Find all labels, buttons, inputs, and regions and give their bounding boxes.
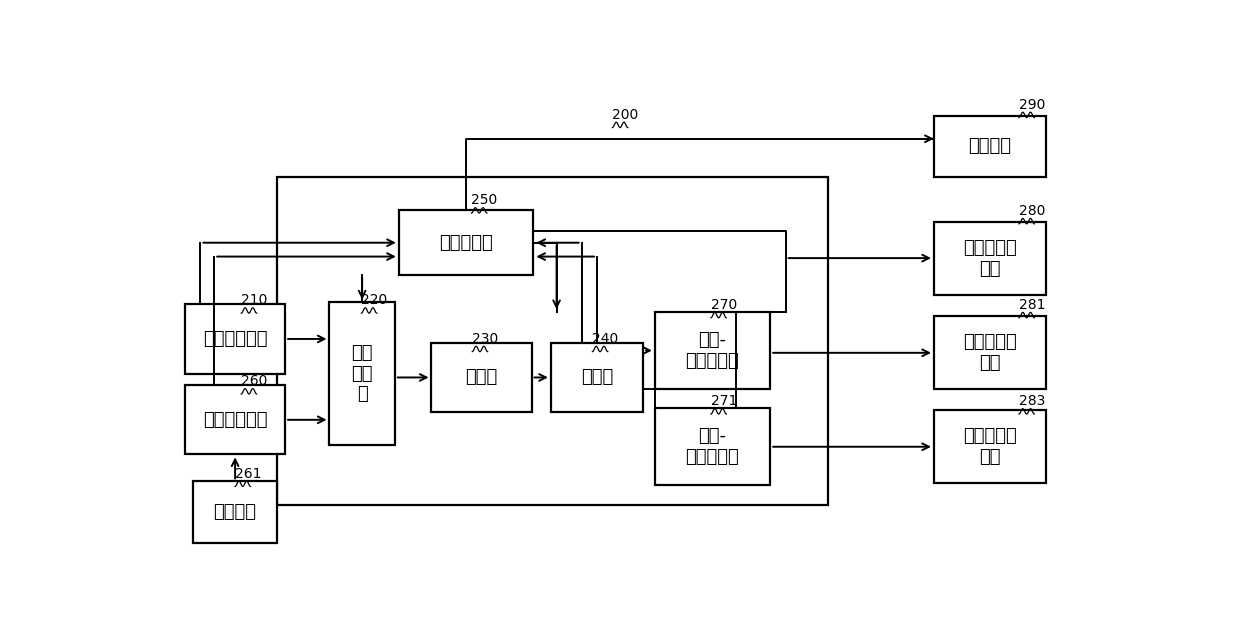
Bar xyxy=(330,302,394,445)
Text: 工频交流用
电器: 工频交流用 电器 xyxy=(962,428,1017,466)
Bar xyxy=(185,304,285,374)
Text: 外部电源: 外部电源 xyxy=(213,503,257,521)
Bar xyxy=(551,343,644,412)
Bar xyxy=(934,222,1045,294)
Text: 210: 210 xyxy=(242,293,268,307)
Text: 271: 271 xyxy=(711,394,738,408)
Text: 外部电源接口: 外部电源接口 xyxy=(203,411,268,429)
Bar xyxy=(185,385,285,455)
Bar xyxy=(934,116,1045,177)
Bar xyxy=(192,482,278,543)
Bar xyxy=(655,408,770,485)
Text: 281: 281 xyxy=(1019,298,1045,312)
Text: 290: 290 xyxy=(1019,98,1045,112)
Text: 220: 220 xyxy=(361,293,388,307)
Text: 电池包: 电池包 xyxy=(580,368,613,386)
Text: 电源控制器: 电源控制器 xyxy=(439,233,494,251)
Text: 低压直流用
电器: 低压直流用 电器 xyxy=(962,334,1017,372)
Bar xyxy=(655,312,770,389)
Text: 230: 230 xyxy=(472,332,498,346)
Text: 电源
选择
器: 电源 选择 器 xyxy=(351,344,373,403)
Text: 260: 260 xyxy=(242,374,268,388)
Text: 283: 283 xyxy=(1019,394,1045,408)
Bar xyxy=(432,343,532,412)
Text: 261: 261 xyxy=(236,467,262,480)
Bar xyxy=(399,210,533,275)
Text: 主控制器: 主控制器 xyxy=(968,138,1011,156)
Text: 高压直流用
电器: 高压直流用 电器 xyxy=(962,239,1017,278)
Bar xyxy=(934,410,1045,484)
Text: 直流-
交流变换器: 直流- 交流变换器 xyxy=(686,428,739,466)
Bar xyxy=(278,177,828,505)
Text: 280: 280 xyxy=(1019,204,1045,218)
Text: 270: 270 xyxy=(711,298,738,312)
Text: 小功率发电机: 小功率发电机 xyxy=(203,330,268,348)
Text: 250: 250 xyxy=(471,194,497,207)
Text: 充电器: 充电器 xyxy=(465,368,497,386)
Text: 240: 240 xyxy=(593,332,619,346)
Text: 200: 200 xyxy=(613,108,639,122)
Text: 直流-
直流变换器: 直流- 直流变换器 xyxy=(686,331,739,370)
Bar xyxy=(934,316,1045,390)
